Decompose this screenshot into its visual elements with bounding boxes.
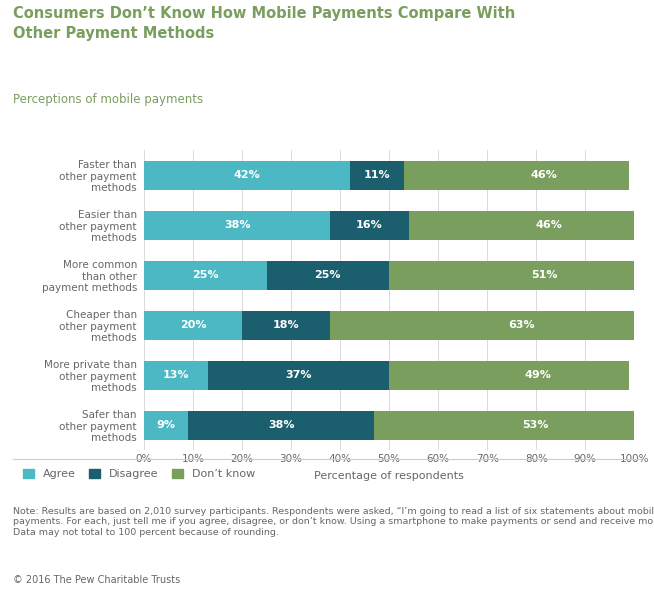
- Text: Consumers Don’t Know How Mobile Payments Compare With
Other Payment Methods: Consumers Don’t Know How Mobile Payments…: [13, 6, 515, 41]
- Text: 16%: 16%: [356, 220, 383, 230]
- Text: 46%: 46%: [535, 220, 562, 230]
- Bar: [242, 311, 330, 340]
- Bar: [144, 160, 350, 190]
- Bar: [350, 160, 404, 190]
- Text: 63%: 63%: [509, 320, 535, 330]
- Text: 20%: 20%: [180, 320, 206, 330]
- Text: 9%: 9%: [156, 420, 175, 430]
- Text: 53%: 53%: [523, 420, 549, 430]
- Bar: [389, 361, 629, 389]
- Text: 38%: 38%: [224, 220, 250, 230]
- Text: 46%: 46%: [530, 170, 557, 180]
- Bar: [389, 260, 639, 289]
- Text: 25%: 25%: [192, 270, 218, 280]
- Bar: [144, 260, 267, 289]
- Bar: [144, 410, 188, 439]
- Bar: [409, 211, 634, 239]
- Text: © 2016 The Pew Charitable Trusts: © 2016 The Pew Charitable Trusts: [13, 575, 181, 585]
- Text: Note: Results are based on 2,010 survey participants. Respondents were asked, “I: Note: Results are based on 2,010 survey …: [13, 507, 654, 537]
- Text: 18%: 18%: [273, 320, 300, 330]
- Bar: [330, 211, 409, 239]
- Text: Perceptions of mobile payments: Perceptions of mobile payments: [13, 93, 203, 106]
- Bar: [267, 260, 389, 289]
- Text: 38%: 38%: [268, 420, 294, 430]
- Bar: [404, 160, 629, 190]
- Bar: [144, 311, 242, 340]
- Text: 49%: 49%: [525, 370, 551, 380]
- X-axis label: Percentage of respondents: Percentage of respondents: [314, 471, 464, 481]
- Bar: [144, 211, 330, 239]
- Bar: [144, 361, 207, 389]
- Text: 25%: 25%: [315, 270, 341, 280]
- Bar: [330, 311, 640, 340]
- Bar: [374, 410, 634, 439]
- Bar: [188, 410, 374, 439]
- Legend: Agree, Disagree, Don’t know: Agree, Disagree, Don’t know: [18, 464, 260, 484]
- Bar: [207, 361, 389, 389]
- Text: 37%: 37%: [285, 370, 312, 380]
- Text: 51%: 51%: [531, 270, 557, 280]
- Text: 42%: 42%: [233, 170, 260, 180]
- Text: 13%: 13%: [162, 370, 189, 380]
- Text: 11%: 11%: [364, 170, 390, 180]
